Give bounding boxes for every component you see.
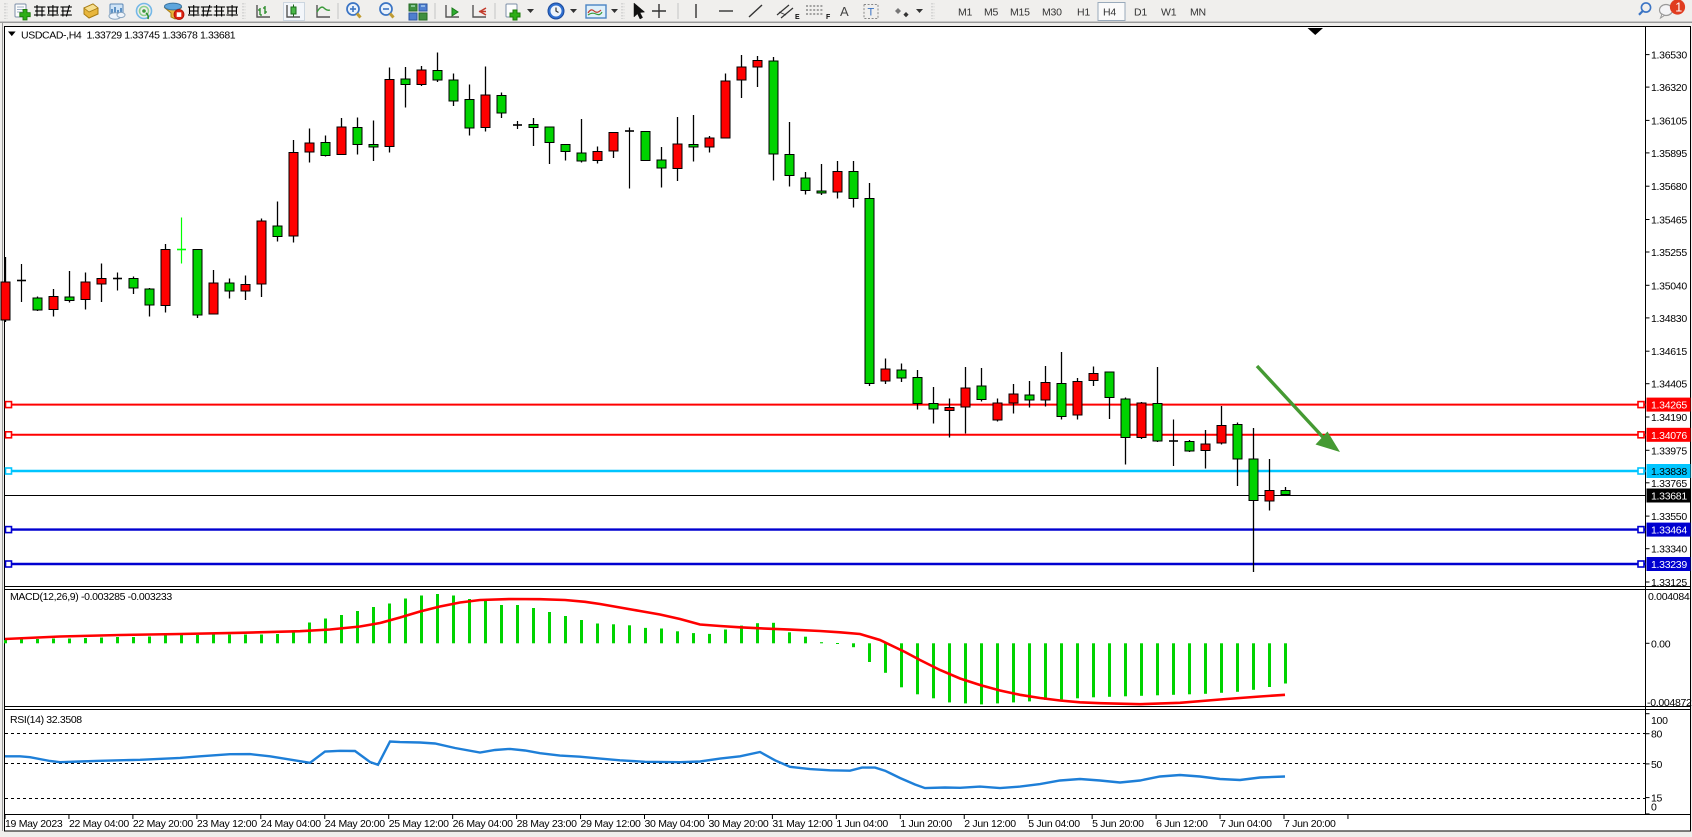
svg-text:0.00: 0.00 bbox=[1651, 638, 1671, 650]
svg-text:1 Jun 20:00: 1 Jun 20:00 bbox=[900, 818, 952, 830]
svg-text:7 Jun 20:00: 7 Jun 20:00 bbox=[1284, 818, 1336, 830]
svg-text:H4: H4 bbox=[1103, 7, 1116, 19]
svg-text:H1: H1 bbox=[1077, 7, 1090, 19]
svg-text:-0.004872: -0.004872 bbox=[1647, 697, 1692, 709]
svg-text:24 May 04:00: 24 May 04:00 bbox=[261, 818, 321, 830]
svg-text:1.35040: 1.35040 bbox=[1651, 280, 1687, 292]
svg-text:24 May 20:00: 24 May 20:00 bbox=[325, 818, 385, 830]
svg-text:28 May 23:00: 28 May 23:00 bbox=[517, 818, 577, 830]
svg-text:1.34615: 1.34615 bbox=[1651, 346, 1687, 358]
svg-text:A: A bbox=[840, 4, 849, 19]
svg-text:100: 100 bbox=[1651, 715, 1668, 727]
svg-text:30 May 04:00: 30 May 04:00 bbox=[645, 818, 705, 830]
svg-text:M5: M5 bbox=[984, 7, 999, 19]
svg-text:1.34830: 1.34830 bbox=[1651, 313, 1687, 325]
svg-text:F: F bbox=[826, 14, 831, 21]
svg-text:29 May 12:00: 29 May 12:00 bbox=[581, 818, 641, 830]
svg-text:1.33838: 1.33838 bbox=[1651, 466, 1687, 478]
svg-text:30 May 20:00: 30 May 20:00 bbox=[708, 818, 768, 830]
svg-text:22 May 20:00: 22 May 20:00 bbox=[133, 818, 193, 830]
svg-text:1.34265: 1.34265 bbox=[1651, 400, 1687, 412]
svg-text:1.35465: 1.35465 bbox=[1651, 215, 1687, 227]
svg-text:0: 0 bbox=[1651, 802, 1657, 814]
svg-text:1.33550: 1.33550 bbox=[1651, 511, 1687, 523]
svg-text:1.33125: 1.33125 bbox=[1651, 577, 1687, 589]
svg-text:25 May 12:00: 25 May 12:00 bbox=[389, 818, 449, 830]
svg-text:W1: W1 bbox=[1161, 7, 1177, 19]
svg-text:MN: MN bbox=[1190, 7, 1206, 19]
svg-text:MACD(12,26,9) -0.003285 -0.003: MACD(12,26,9) -0.003285 -0.003233 bbox=[10, 591, 172, 603]
svg-text:80: 80 bbox=[1651, 729, 1663, 741]
svg-text:1.34405: 1.34405 bbox=[1651, 379, 1687, 391]
svg-text:22 May 04:00: 22 May 04:00 bbox=[69, 818, 129, 830]
svg-text:31 May 12:00: 31 May 12:00 bbox=[772, 818, 832, 830]
svg-text:E: E bbox=[795, 14, 800, 21]
svg-text:7 Jun 04:00: 7 Jun 04:00 bbox=[1220, 818, 1272, 830]
svg-text:1.33975: 1.33975 bbox=[1651, 445, 1687, 457]
svg-text:50: 50 bbox=[1651, 759, 1663, 771]
svg-text:USDCAD-,H4 1.33729 1.33745 1.: USDCAD-,H4 1.33729 1.33745 1.33678 1.336… bbox=[21, 30, 236, 42]
svg-text:1.33340: 1.33340 bbox=[1651, 544, 1687, 556]
svg-text:1.35895: 1.35895 bbox=[1651, 148, 1687, 160]
svg-text:1.35680: 1.35680 bbox=[1651, 181, 1687, 193]
svg-text:M30: M30 bbox=[1042, 7, 1062, 19]
svg-text:6 Jun 12:00: 6 Jun 12:00 bbox=[1156, 818, 1208, 830]
svg-text:1.36320: 1.36320 bbox=[1651, 82, 1687, 94]
svg-text:RSI(14) 32.3508: RSI(14) 32.3508 bbox=[10, 714, 82, 726]
svg-text:1 Jun 04:00: 1 Jun 04:00 bbox=[836, 818, 888, 830]
svg-text:1.36530: 1.36530 bbox=[1651, 50, 1687, 62]
svg-text:M15: M15 bbox=[1010, 7, 1030, 19]
svg-text:0.004084: 0.004084 bbox=[1648, 591, 1690, 603]
svg-text:1: 1 bbox=[1675, 1, 1682, 15]
svg-text:19 May 2023: 19 May 2023 bbox=[5, 818, 63, 830]
svg-text:1.33239: 1.33239 bbox=[1651, 559, 1687, 571]
svg-text:26 May 04:00: 26 May 04:00 bbox=[453, 818, 513, 830]
svg-text:1.33464: 1.33464 bbox=[1651, 525, 1687, 537]
svg-text:1.36105: 1.36105 bbox=[1651, 115, 1687, 127]
svg-text:1.33681: 1.33681 bbox=[1651, 491, 1687, 503]
svg-text:1.34076: 1.34076 bbox=[1651, 430, 1687, 442]
svg-text:15: 15 bbox=[1651, 793, 1663, 805]
svg-text:M1: M1 bbox=[958, 7, 973, 19]
svg-text:D1: D1 bbox=[1134, 7, 1147, 19]
svg-text:T: T bbox=[868, 7, 875, 19]
svg-text:1.34190: 1.34190 bbox=[1651, 412, 1687, 424]
svg-text:5 Jun 04:00: 5 Jun 04:00 bbox=[1028, 818, 1080, 830]
svg-text:2 Jun 12:00: 2 Jun 12:00 bbox=[964, 818, 1016, 830]
svg-text:23 May 12:00: 23 May 12:00 bbox=[197, 818, 257, 830]
svg-text:1.33765: 1.33765 bbox=[1651, 478, 1687, 490]
svg-text:1.35255: 1.35255 bbox=[1651, 247, 1687, 259]
svg-text:5 Jun 20:00: 5 Jun 20:00 bbox=[1092, 818, 1144, 830]
